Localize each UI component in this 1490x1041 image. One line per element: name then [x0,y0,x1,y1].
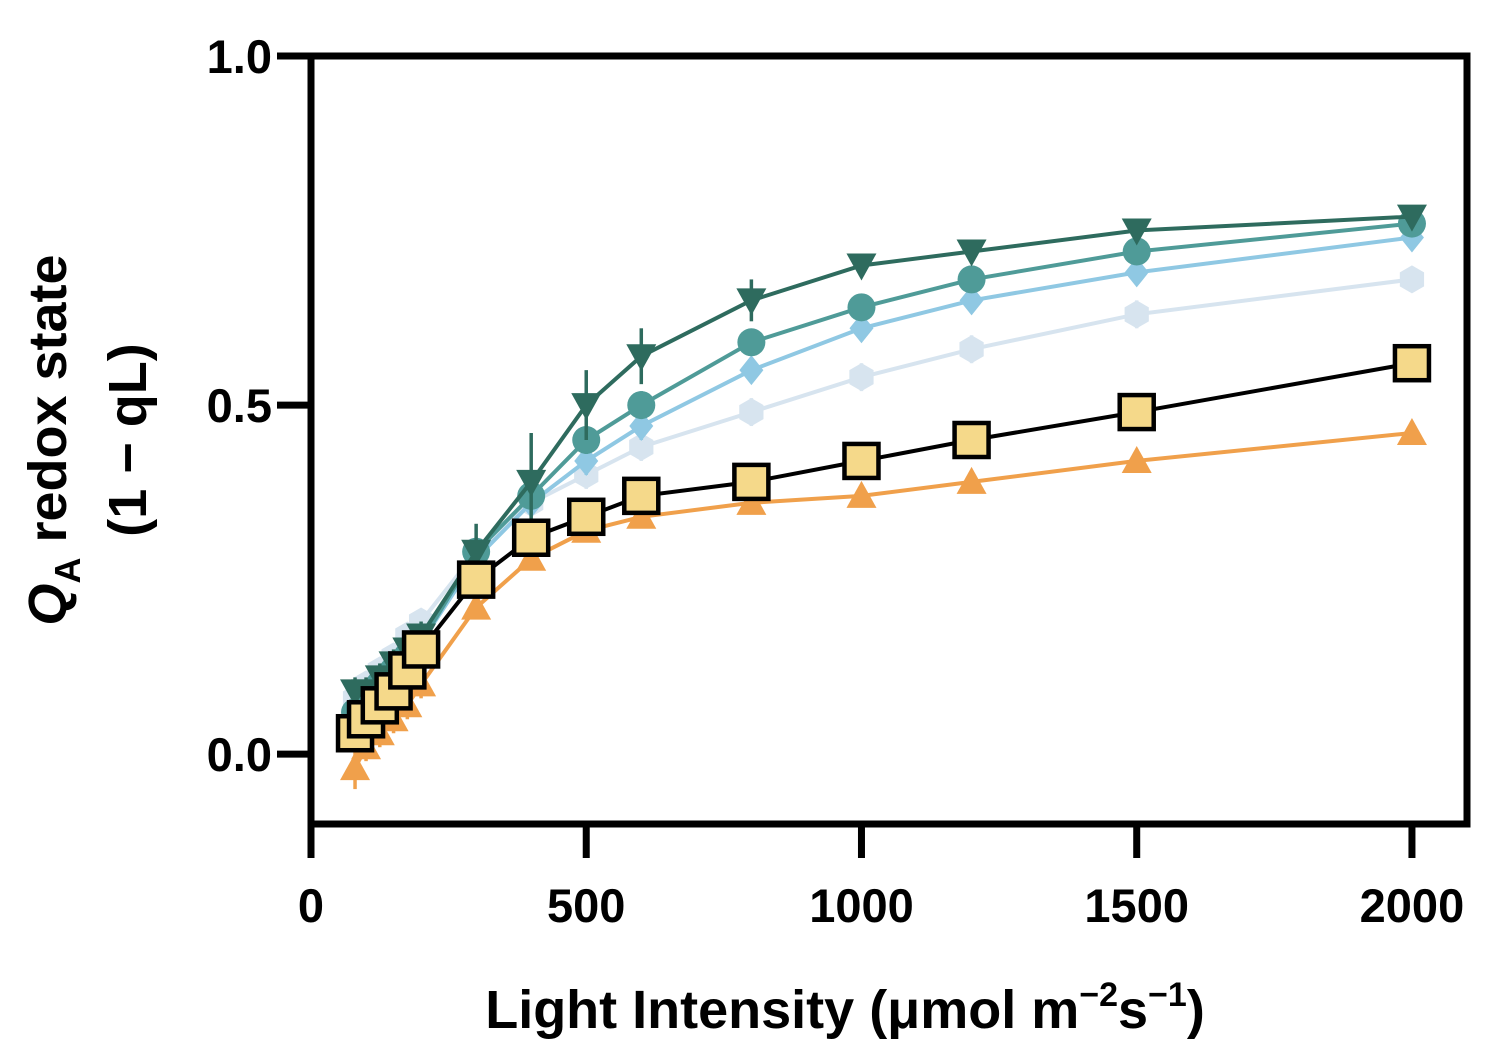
series-triangle-up [340,418,1427,790]
data-point [566,497,606,537]
data-point [629,411,654,442]
data-point [516,543,547,571]
plot-area [335,204,1432,790]
data-point [956,239,987,267]
series-hexagon [342,265,1425,713]
data-point [456,560,496,599]
data-point [846,253,877,281]
data-point [622,476,661,516]
series-line [353,235,1413,714]
data-point [846,480,877,508]
data-point [626,501,657,529]
y-tick-label: 0.0 [207,728,272,781]
data-point [956,466,987,494]
data-point [516,469,547,497]
data-point [736,487,767,515]
data-point [1396,204,1427,232]
x-axis-title: Light Intensity (μmol m−2s−1) [485,976,1205,1040]
data-point [849,313,874,344]
data-point [1124,257,1149,288]
data-point [1117,392,1156,432]
data-point [1399,265,1425,294]
data-point [1121,218,1152,246]
plot-frame [307,52,1471,828]
data-point [1121,445,1152,473]
x-tick-label: 500 [547,879,625,932]
data-point [461,592,492,620]
data-point [732,462,771,502]
data-point [340,753,371,781]
x-tick-label: 1500 [1084,879,1189,932]
axis-ticks: 0 500 1000 1500 2000 0.0 0.5 1.0 [207,30,1465,932]
y-tick-label: 1.0 [207,30,272,83]
data-point [1392,343,1432,383]
data-point [461,539,492,567]
data-point [1396,418,1427,446]
y-axis-title: QA redox state (1 − qL) [18,254,158,625]
data-point [736,288,767,316]
data-point [952,420,991,460]
data-point [626,344,657,372]
x-tick-label: 0 [298,879,324,932]
data-point [629,432,654,461]
data-point [574,445,599,476]
data-point [511,518,551,557]
series-line [353,277,1413,700]
series-line [353,431,1413,770]
svg-text:QA redox state: QA redox state [18,254,88,625]
data-point [842,441,881,481]
data-point [847,293,876,322]
y-tick-label: 0.5 [207,379,272,432]
data-point [739,398,764,427]
series-line [353,221,1413,714]
x-tick-label: 2000 [1360,879,1465,932]
data-point [737,328,766,357]
data-point [1122,237,1151,266]
series-line [355,214,1413,694]
series-circle [341,209,1426,727]
data-point [1124,300,1149,329]
data-point [957,265,986,294]
x-tick-label: 1000 [809,879,914,932]
data-point [959,335,984,364]
series-square [335,343,1432,753]
data-point [849,363,874,392]
data-point [959,285,984,316]
data-point [627,391,656,420]
data-point [401,630,441,669]
data-point [739,355,764,386]
svg-text:(1 − qL): (1 − qL) [98,343,158,537]
data-point [571,393,602,421]
